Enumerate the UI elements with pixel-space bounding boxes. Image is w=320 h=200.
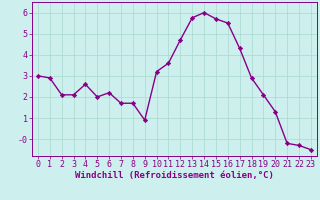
X-axis label: Windchill (Refroidissement éolien,°C): Windchill (Refroidissement éolien,°C) bbox=[75, 171, 274, 180]
